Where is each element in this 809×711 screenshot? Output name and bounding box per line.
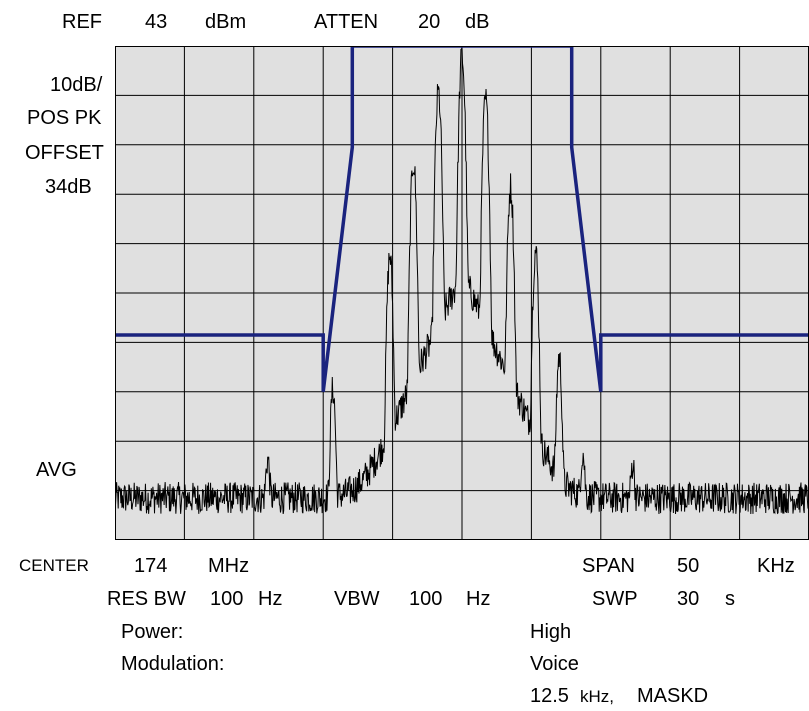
span-unit: KHz: [757, 555, 795, 577]
swp-value: 30: [677, 588, 700, 610]
resbw-label: RES BW: [107, 588, 186, 610]
span-value: 50: [677, 555, 700, 577]
bandwidth-value: 12.5: [530, 685, 569, 707]
modulation-value: Voice: [530, 653, 579, 675]
center-value: 174: [134, 555, 168, 577]
offset-label: OFFSET: [25, 142, 104, 164]
ref-unit: dBm: [205, 11, 247, 33]
swp-label: SWP: [592, 588, 638, 610]
vbw-value: 100: [409, 588, 443, 610]
ref-label: REF: [62, 11, 102, 33]
ref-value: 43: [145, 11, 168, 33]
power-label: Power:: [121, 621, 184, 643]
center-label: CENTER: [19, 556, 89, 575]
offset-value: 34dB: [45, 176, 92, 198]
atten-label: ATTEN: [314, 11, 379, 33]
center-unit: MHz: [208, 555, 250, 577]
scale-label: 10dB/: [50, 74, 103, 96]
resbw-value: 100: [210, 588, 244, 610]
mask-value: MASKD: [637, 685, 709, 707]
swp-unit: s: [725, 588, 735, 610]
vbw-unit: Hz: [466, 588, 491, 610]
atten-unit: dB: [465, 11, 490, 33]
avg-label: AVG: [36, 459, 77, 481]
grid: [115, 46, 809, 540]
modulation-label: Modulation:: [121, 653, 225, 675]
vbw-label: VBW: [334, 588, 380, 610]
atten-value: 20: [418, 11, 441, 33]
span-label: SPAN: [582, 555, 635, 577]
spectrum-svg: [115, 46, 809, 540]
bandwidth-unit: kHz,: [580, 687, 614, 706]
spectrum-plot: [115, 46, 809, 540]
mask-line: [115, 46, 809, 393]
detector-label: POS PK: [27, 107, 102, 129]
resbw-unit: Hz: [258, 588, 283, 610]
power-value: High: [530, 621, 572, 643]
